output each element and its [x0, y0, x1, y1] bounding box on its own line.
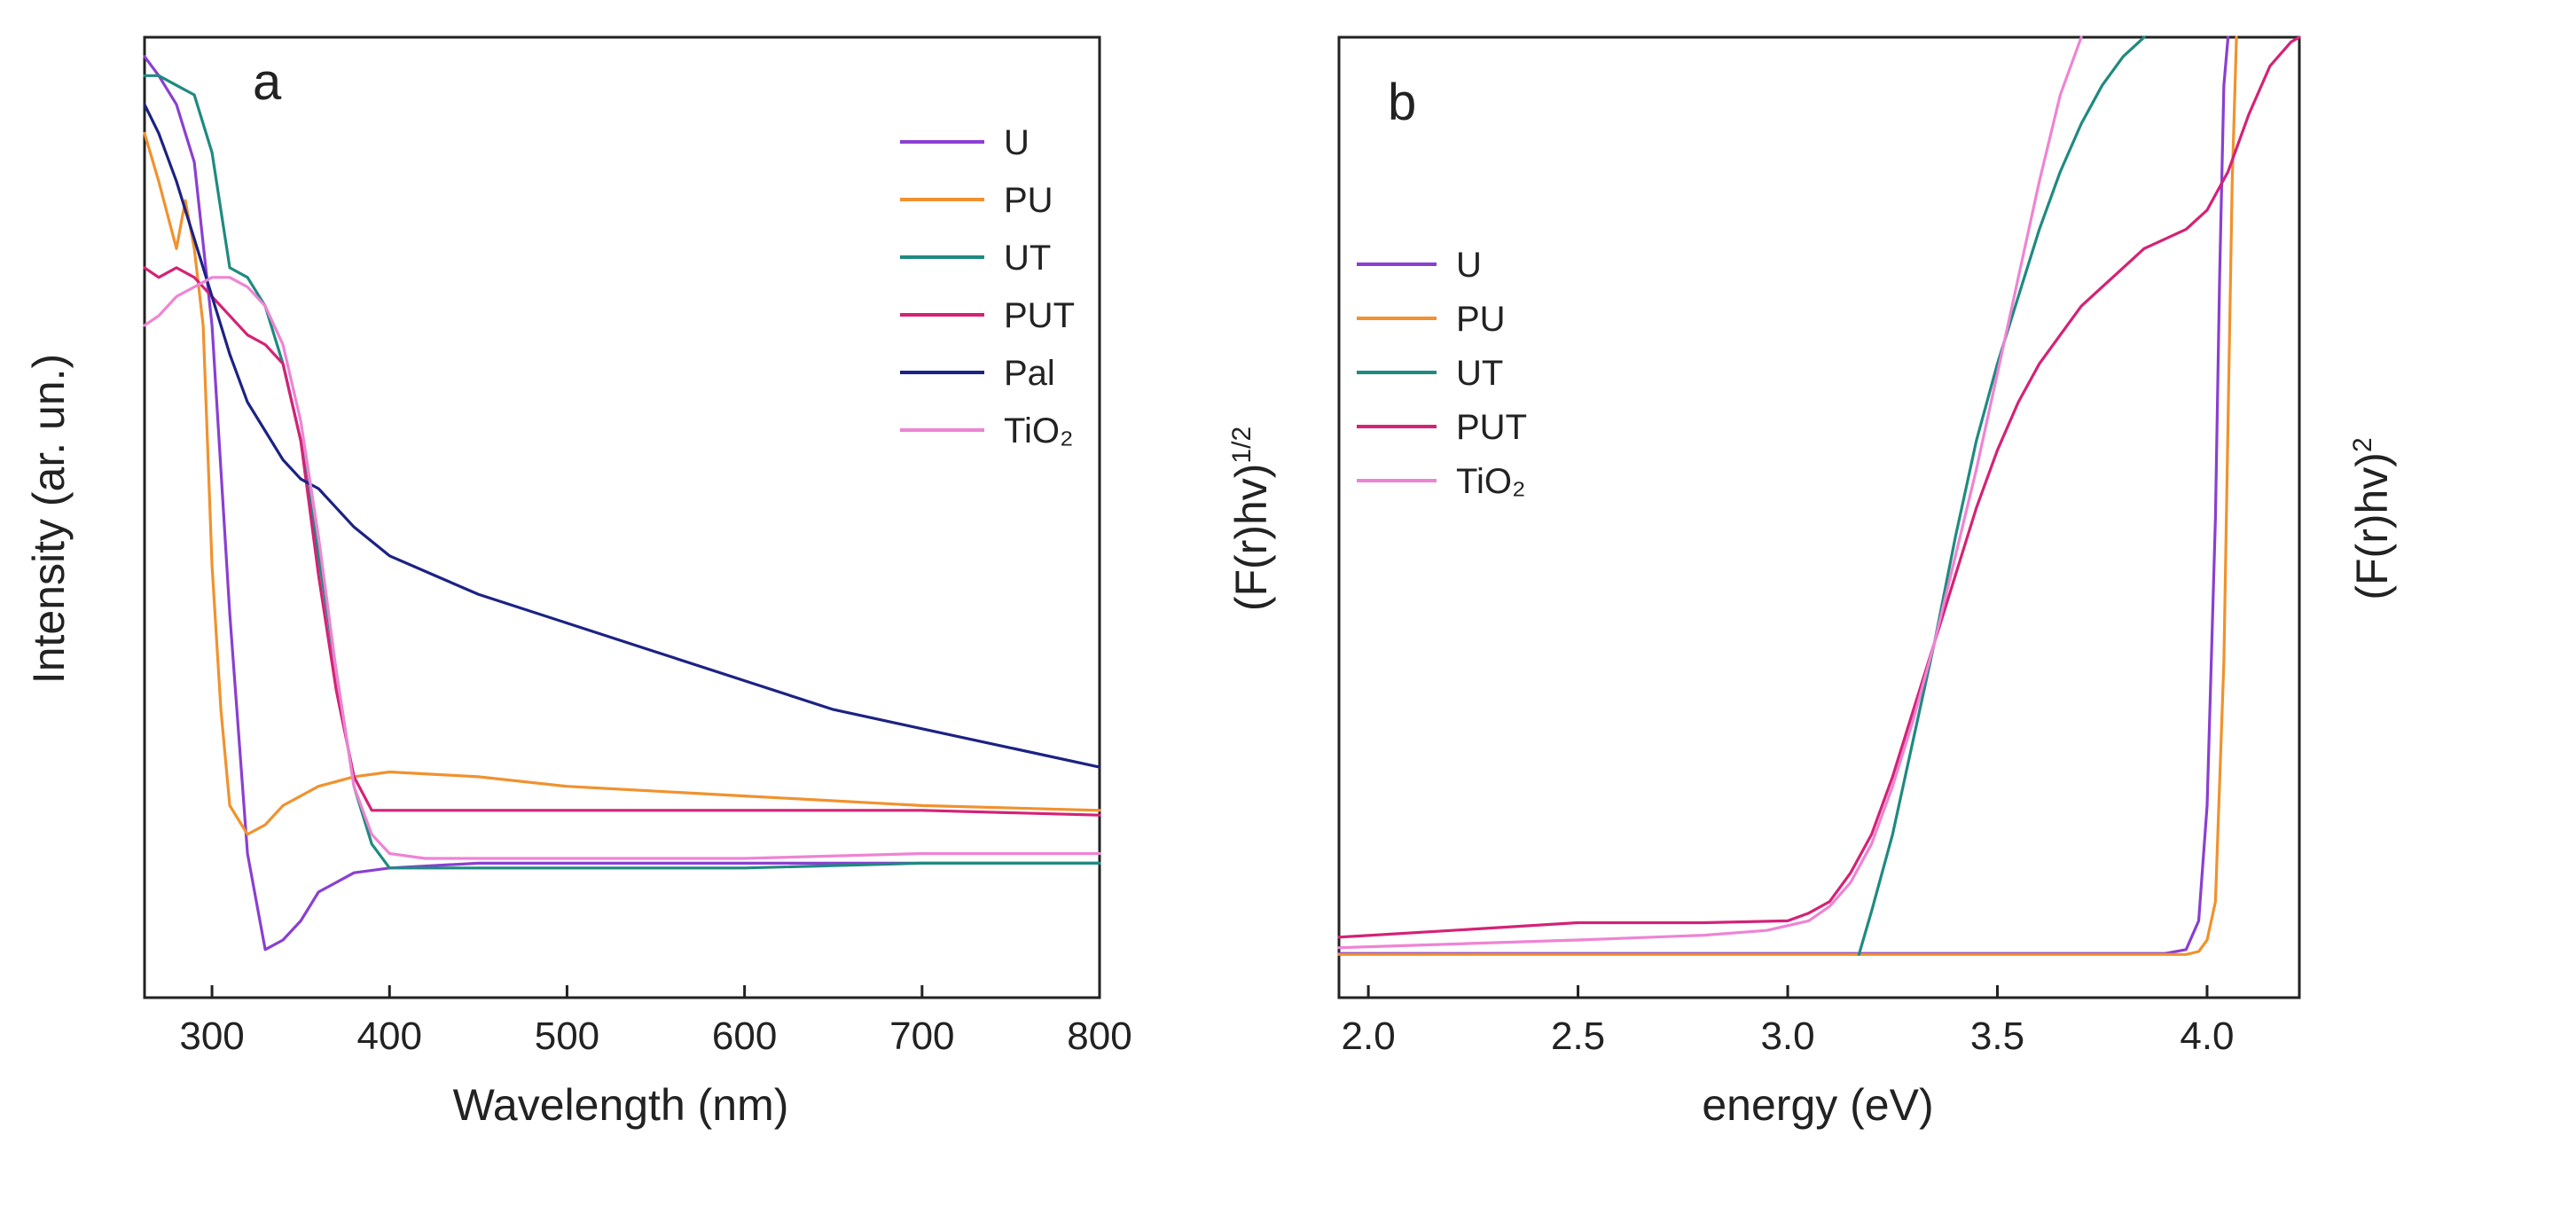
panel-b-series-group	[1337, 35, 2301, 956]
legend-label-pal: Pal	[1004, 354, 1055, 393]
panel-a-series-put	[143, 266, 1101, 817]
legend-label-u: U	[1456, 246, 1482, 285]
panel-a-series-ut	[143, 74, 1101, 870]
panel-a-frame	[143, 35, 1101, 999]
legend-label-pu: PU	[1456, 300, 1506, 339]
legend-label-u: U	[1004, 123, 1030, 162]
legend-label-ut: UT	[1456, 354, 1503, 393]
panel-a-legend: U PU UT PUT Pal TiO₂	[900, 123, 1075, 450]
panel-a-series-tio	[143, 276, 1101, 860]
legend-label-tio: TiO₂	[1004, 411, 1073, 450]
panel-b-x-tick-label: 3.0	[1760, 1014, 1814, 1058]
panel-b-left-y-axis-title: (F(r)hv)1/2	[1226, 427, 1276, 611]
panel-b-right-y-axis-title: (F(r)hv)2	[2347, 437, 2397, 599]
panel-b-x-tick-label: 4.0	[2180, 1014, 2234, 1058]
panel-a-x-tick-label: 400	[357, 1014, 422, 1058]
panel-a-x-ticks: 300 400 500 600 700 800	[179, 985, 1132, 1058]
panel-a-x-axis-title: Wavelength (nm)	[453, 1080, 789, 1130]
panel-a-x-tick-label: 500	[535, 1014, 599, 1058]
panel-a-chart: 300 400 500 600 700 800 a Wavelength (nm) Int…	[24, 35, 1132, 1130]
legend-label-put: PUT	[1004, 296, 1075, 335]
panel-b-frame	[1337, 35, 2301, 999]
panel-a-series-u	[143, 55, 1101, 952]
panel-a-label: a	[253, 53, 282, 111]
panel-b-series-pu	[1337, 35, 2238, 956]
panel-a-x-tick-label: 600	[712, 1014, 777, 1058]
panel-b-series-tio	[1337, 35, 2083, 950]
legend-label-put: PUT	[1456, 408, 1527, 447]
panel-b-x-ticks: 2.0 2.5 3.0 3.5 4.0	[1342, 985, 2235, 1058]
legend-label-ut: UT	[1004, 239, 1051, 278]
panel-b-series-ut	[1857, 35, 2146, 956]
panel-a-x-tick-label: 800	[1067, 1014, 1131, 1058]
panel-b-x-tick-label: 2.0	[1342, 1014, 1396, 1058]
panel-a-y-axis-title: Intensity (ar. un.)	[24, 354, 74, 684]
panel-b-legend: U PU UT PUT TiO₂	[1357, 246, 1527, 501]
panel-a-x-tick-label: 700	[889, 1014, 954, 1058]
panel-b-x-tick-label: 2.5	[1551, 1014, 1605, 1058]
panel-b-chart: 2.0 2.5 3.0 3.5 4.0 b energy (eV) (F(r)hv)1/…	[1226, 35, 2397, 1130]
panel-b-label: b	[1388, 74, 1416, 131]
panel-b-series-put	[1337, 35, 2301, 939]
panel-a-series-pu	[143, 131, 1101, 836]
panel-a-series-group	[143, 55, 1101, 952]
panel-a-x-tick-label: 300	[179, 1014, 244, 1058]
panel-b-x-axis-title: energy (eV)	[1702, 1080, 1933, 1130]
legend-label-tio: TiO₂	[1456, 462, 1525, 501]
panel-b-x-tick-label: 3.5	[1970, 1014, 2024, 1058]
legend-label-pu: PU	[1004, 181, 1053, 220]
panel-a-series-pal	[143, 103, 1101, 769]
